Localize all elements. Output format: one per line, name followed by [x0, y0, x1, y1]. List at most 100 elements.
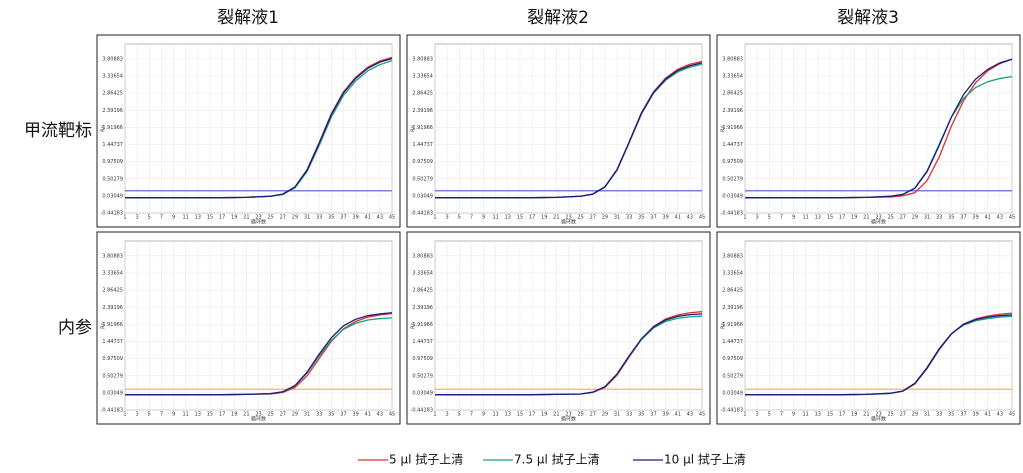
x-tick-label: 15	[207, 215, 213, 221]
y-tick-label: 0.50279	[102, 373, 123, 379]
x-tick-label: 33	[936, 215, 942, 221]
x-tick-label: 29	[602, 215, 608, 221]
x-tick-label: 43	[687, 215, 693, 221]
y-tick-label: 3.80883	[102, 253, 123, 259]
legend-label: 10 μl 拭子上清	[664, 453, 746, 467]
y-axis-label: Rn	[721, 125, 727, 132]
x-tick-label: 33	[316, 215, 322, 221]
y-tick-label: 1.91966	[722, 322, 743, 328]
x-tick-label: 1	[743, 412, 746, 418]
amplification-curve	[125, 312, 393, 396]
y-tick-label: 2.86425	[102, 91, 123, 97]
x-tick-label: 37	[340, 215, 346, 221]
y-tick-label: 1.91966	[722, 125, 743, 131]
column-title: 裂解液2	[527, 8, 589, 28]
x-tick-label: 41	[365, 412, 371, 418]
x-tick-label: 31	[304, 412, 310, 418]
panel: 1 3 5 7 9 11 13 15 17 19 21 23 25 27 29 31 33 35 37 39 41 43 4…	[716, 231, 1021, 425]
x-tick-label: 23	[565, 215, 571, 221]
x-tick-label: 15	[207, 412, 213, 418]
x-tick-label: 41	[365, 215, 371, 221]
x-tick-label: 11	[182, 412, 188, 418]
x-tick-label: 45	[389, 412, 395, 418]
y-tick-label: -0.44183	[721, 408, 743, 414]
x-tick-label: 5	[458, 215, 461, 221]
x-tick-label: 27	[590, 412, 596, 418]
y-tick-label: 2.39196	[412, 305, 433, 311]
y-tick-label: 3.80883	[412, 56, 433, 62]
x-tick-label: 29	[912, 412, 918, 418]
y-tick-label: 3.33654	[102, 271, 123, 277]
x-tick-label: 11	[182, 215, 188, 221]
x-tick-label: 43	[377, 412, 383, 418]
x-tick-label: 17	[839, 412, 845, 418]
y-tick-label: 0.03049	[722, 193, 743, 199]
x-tick-label: 39	[352, 215, 358, 221]
y-tick-label: 2.86425	[412, 288, 433, 294]
x-tick-label: 39	[662, 215, 668, 221]
x-tick-label: 5	[768, 412, 771, 418]
x-tick-label: 17	[219, 215, 225, 221]
x-tick-label: 15	[517, 215, 523, 221]
x-tick-label: 21	[863, 412, 869, 418]
x-tick-label: 3	[756, 412, 759, 418]
y-tick-label: 0.97509	[722, 356, 743, 362]
panel: 1 3 5 7 9 11 13 15 17 19 21 23 25 27 29 31 33 35 37 39 41 43 4…	[406, 231, 711, 425]
x-tick-label: 21	[243, 215, 249, 221]
x-tick-label: 23	[875, 215, 881, 221]
amplification-curve	[125, 57, 393, 199]
panel: 1 3 5 7 9 11 13 15 17 19 21 23 25 27 29 31 33 35 37 39 41 43 4…	[716, 34, 1021, 228]
y-tick-label: 2.86425	[102, 288, 123, 294]
x-axis-label: 循环数	[561, 416, 576, 423]
x-tick-label: 33	[626, 412, 632, 418]
amplification-curve	[745, 58, 1013, 199]
x-tick-label: 29	[292, 412, 298, 418]
x-tick-label: 1	[123, 215, 126, 221]
x-tick-label: 9	[482, 412, 485, 418]
x-axis-label: 循环数	[251, 219, 266, 226]
x-tick-label: 17	[529, 412, 535, 418]
x-tick-label: 31	[924, 215, 930, 221]
x-tick-label: 25	[577, 215, 583, 221]
y-tick-label: 0.50279	[722, 373, 743, 379]
y-tick-label: 0.03049	[412, 390, 433, 396]
panel: 1 3 5 7 9 11 13 15 17 19 21 23 25 27 29 31 33 35 37 39 41 43 4…	[96, 34, 401, 228]
y-tick-label: 3.33654	[102, 74, 123, 80]
y-tick-label: 1.91966	[412, 322, 433, 328]
y-tick-label: 3.80883	[412, 253, 433, 259]
x-tick-label: 31	[304, 215, 310, 221]
column-title: 裂解液1	[217, 8, 279, 28]
x-axis-label: 循环数	[871, 416, 886, 423]
panel: 1 3 5 7 9 11 13 15 17 19 21 23 25 27 29 31 33 35 37 39 41 43 4…	[406, 34, 711, 228]
y-tick-label: -0.44183	[411, 408, 433, 414]
x-tick-label: 7	[780, 412, 783, 418]
x-tick-label: 7	[780, 215, 783, 221]
y-tick-label: 2.39196	[722, 108, 743, 114]
x-tick-label: 41	[985, 215, 991, 221]
x-tick-label: 15	[827, 412, 833, 418]
x-axis-label: 循环数	[251, 416, 266, 423]
y-tick-label: 1.44737	[102, 339, 123, 345]
amplification-curve	[745, 314, 1013, 396]
y-tick-label: 0.50279	[102, 176, 123, 182]
x-tick-label: 29	[292, 215, 298, 221]
x-tick-label: 5	[148, 412, 151, 418]
y-tick-label: 3.80883	[102, 56, 123, 62]
y-tick-label: 0.03049	[102, 390, 123, 396]
x-tick-label: 3	[136, 215, 139, 221]
y-tick-label: 1.44737	[722, 142, 743, 148]
x-tick-label: 19	[541, 412, 547, 418]
x-tick-label: 43	[687, 412, 693, 418]
column-title: 裂解液3	[837, 8, 899, 28]
y-tick-label: 0.50279	[412, 373, 433, 379]
amplification-curve	[435, 62, 703, 199]
x-tick-label: 39	[662, 412, 668, 418]
x-tick-label: 35	[328, 215, 334, 221]
x-axis-label: 循环数	[561, 219, 576, 226]
x-tick-label: 1	[433, 412, 436, 418]
x-tick-label: 19	[231, 215, 237, 221]
y-tick-label: 2.86425	[722, 91, 743, 97]
y-tick-label: 3.33654	[412, 271, 433, 277]
x-tick-label: 17	[529, 215, 535, 221]
x-tick-label: 27	[900, 412, 906, 418]
